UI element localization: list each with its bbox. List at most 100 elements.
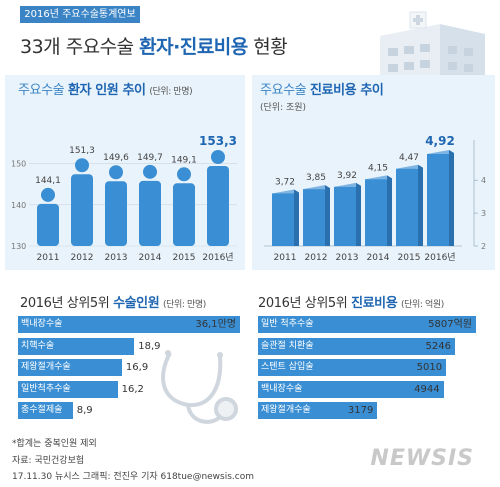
footnote: *합계는 중복인원 제외 [12, 439, 97, 449]
top5-patients-bar-4: 충수절제술 [18, 402, 73, 419]
data-source: 자료: 국민건강보험 [12, 456, 85, 466]
top5-patients-value-4: 8,9 [76, 405, 93, 416]
cost-trend-title-bold: 진료비용 추이 [309, 83, 384, 98]
top5-cost-bar-4: 제왕절개수술 [258, 402, 378, 419]
person-head-icon [109, 165, 123, 180]
patients-x-label-1: 2012 [71, 253, 94, 263]
person-body [37, 203, 59, 246]
top5-patients-value-0: 36,1만명 [195, 319, 236, 330]
top5-cost-bar-2: 스텐트 삽입술 [258, 359, 447, 376]
cost-x-label-3: 2014 [367, 253, 390, 263]
building-front [365, 179, 387, 246]
patients-trend-chart: 130 140 150 144,1 2011 151,3 2012 149,6 2013 149,… [11, 134, 237, 263]
cost-value-label-3: 4,15 [368, 163, 388, 173]
bar-category-label: 스텐트 삽입술 [261, 362, 314, 372]
source-badge: 2016년 주요수술통계연보 [20, 6, 140, 23]
patients-x-label-5: 2016년 [202, 252, 233, 263]
title-suffix: 현황 [247, 36, 288, 58]
person-head-icon [41, 187, 55, 202]
bar-category-label: 치핵수술 [21, 340, 55, 351]
building-front [334, 186, 356, 246]
patients-bar-3 [139, 164, 161, 246]
building-front [427, 154, 449, 246]
patients-bar-2 [105, 165, 127, 246]
top5-patients-value-2: 16,9 [125, 362, 149, 373]
building-front [303, 189, 325, 246]
patients-value-label-2: 149,6 [103, 153, 129, 163]
top5-patients-bar-0: 백내장수술 [18, 316, 240, 333]
cost-y-tick-label-2: 4 [481, 176, 486, 185]
bar-category-label: 일반척추수술 [21, 383, 71, 394]
person-body [105, 181, 127, 246]
cost-trend-title: 주요수술 진료비용 추이 [260, 79, 384, 98]
cost-value-label-5: 4,92 [425, 134, 455, 148]
patients-value-label-1: 151,3 [69, 146, 95, 156]
person-body [139, 180, 161, 246]
cost-value-label-2: 3,92 [337, 171, 357, 181]
cost-value-label-1: 3,85 [306, 173, 326, 183]
bar-category-label: 충수절제술 [21, 405, 63, 415]
patients-trend-unit: (단위: 만명) [149, 87, 193, 97]
building-side [418, 164, 423, 246]
building-front [272, 193, 294, 246]
person-body [173, 183, 195, 246]
top5-cost-title-bold: 진료비용 [351, 296, 398, 311]
top5-cost-value-4: 3179 [347, 405, 374, 416]
building-side [387, 175, 392, 246]
cost-bar-4 [396, 164, 423, 246]
patients-value-label-3: 149,7 [137, 153, 163, 163]
patients-value-label-4: 149,1 [171, 155, 197, 165]
top5-cost-value-3: 4944 [414, 383, 440, 395]
cost-x-label-5: 2016년 [424, 252, 455, 263]
top5-patients-bar-3: 일반척추수술 [18, 380, 118, 398]
patients-value-label-5: 153,3 [199, 134, 237, 148]
patients-trend-title-prefix: 주요수술 [18, 83, 68, 98]
cost-bar-3 [365, 175, 392, 246]
y-tick-label-2: 150 [11, 160, 26, 169]
title-bold: 환자·진료비용 [139, 36, 248, 58]
cost-bar-5 [427, 150, 454, 246]
top5-patients-title-prefix: 2016년 상위5위 [20, 296, 114, 311]
patients-trend-title: 주요수술 환자 인원 추이 (단위: 만명) [18, 79, 193, 98]
patients-bar-4 [173, 167, 195, 246]
y-tick-label-0: 130 [11, 242, 26, 251]
cost-value-label-4: 4,47 [399, 153, 419, 163]
building-side [294, 189, 299, 246]
cost-trend-title-prefix: 주요수술 [260, 83, 310, 98]
bar-category-label: 제왕절개수술 [261, 405, 311, 415]
top5-cost-value-0: 5807억원 [428, 319, 472, 330]
top5-cost-value-1: 5246 [425, 340, 451, 352]
stethoscope-illustration [161, 350, 238, 424]
patients-x-label-2: 2013 [105, 253, 128, 263]
top5-patients-title: 2016년 상위5위 수술인원 (단위: 만명) [20, 292, 206, 311]
cost-x-label-0: 2011 [274, 253, 297, 263]
top5-cost-bar-3: 백내장수술 [258, 380, 444, 398]
top5-patients-value-1: 18,9 [138, 340, 161, 352]
cost-x-label-2: 2013 [336, 253, 359, 263]
page-title: 33개 주요수술 환자·진료비용 현황 [20, 32, 288, 59]
top5-patients-title-bold: 수술인원 [113, 296, 160, 311]
patients-bar-5 [207, 150, 229, 246]
y-tick-label-1: 140 [11, 201, 26, 210]
cost-y-tick-label-0: 2 [481, 242, 486, 251]
patients-bar-0 [37, 187, 59, 246]
patients-trend-title-bold: 환자 인원 추이 [67, 83, 146, 98]
building-side [325, 185, 330, 246]
patients-x-label-4: 2015 [173, 253, 196, 263]
top5-cost-title: 2016년 상위5위 진료비용 (단위: 억원) [258, 292, 444, 311]
top5-cost-value-2: 5010 [416, 362, 443, 373]
top5-cost-unit: (단위: 억원) [401, 300, 444, 310]
person-head-icon [143, 164, 157, 179]
bar-category-label: 백내장수술 [21, 319, 63, 329]
top5-patients-bar-2: 제왕절개수술 [18, 359, 122, 376]
newsis-logo: NEWSIS [370, 446, 474, 471]
title-prefix: 33개 주요수술 [20, 36, 140, 58]
cost-bar-2 [334, 182, 361, 246]
person-body [71, 174, 93, 246]
bar-category-label: 슬관절 치환술 [261, 340, 314, 351]
building-side [356, 182, 361, 246]
bar-category-label: 일반 척추수술 [261, 319, 314, 329]
person-head-icon [211, 150, 225, 164]
cost-value-label-0: 3,72 [275, 177, 295, 187]
top5-cost-title-prefix: 2016년 상위5위 [258, 296, 352, 311]
